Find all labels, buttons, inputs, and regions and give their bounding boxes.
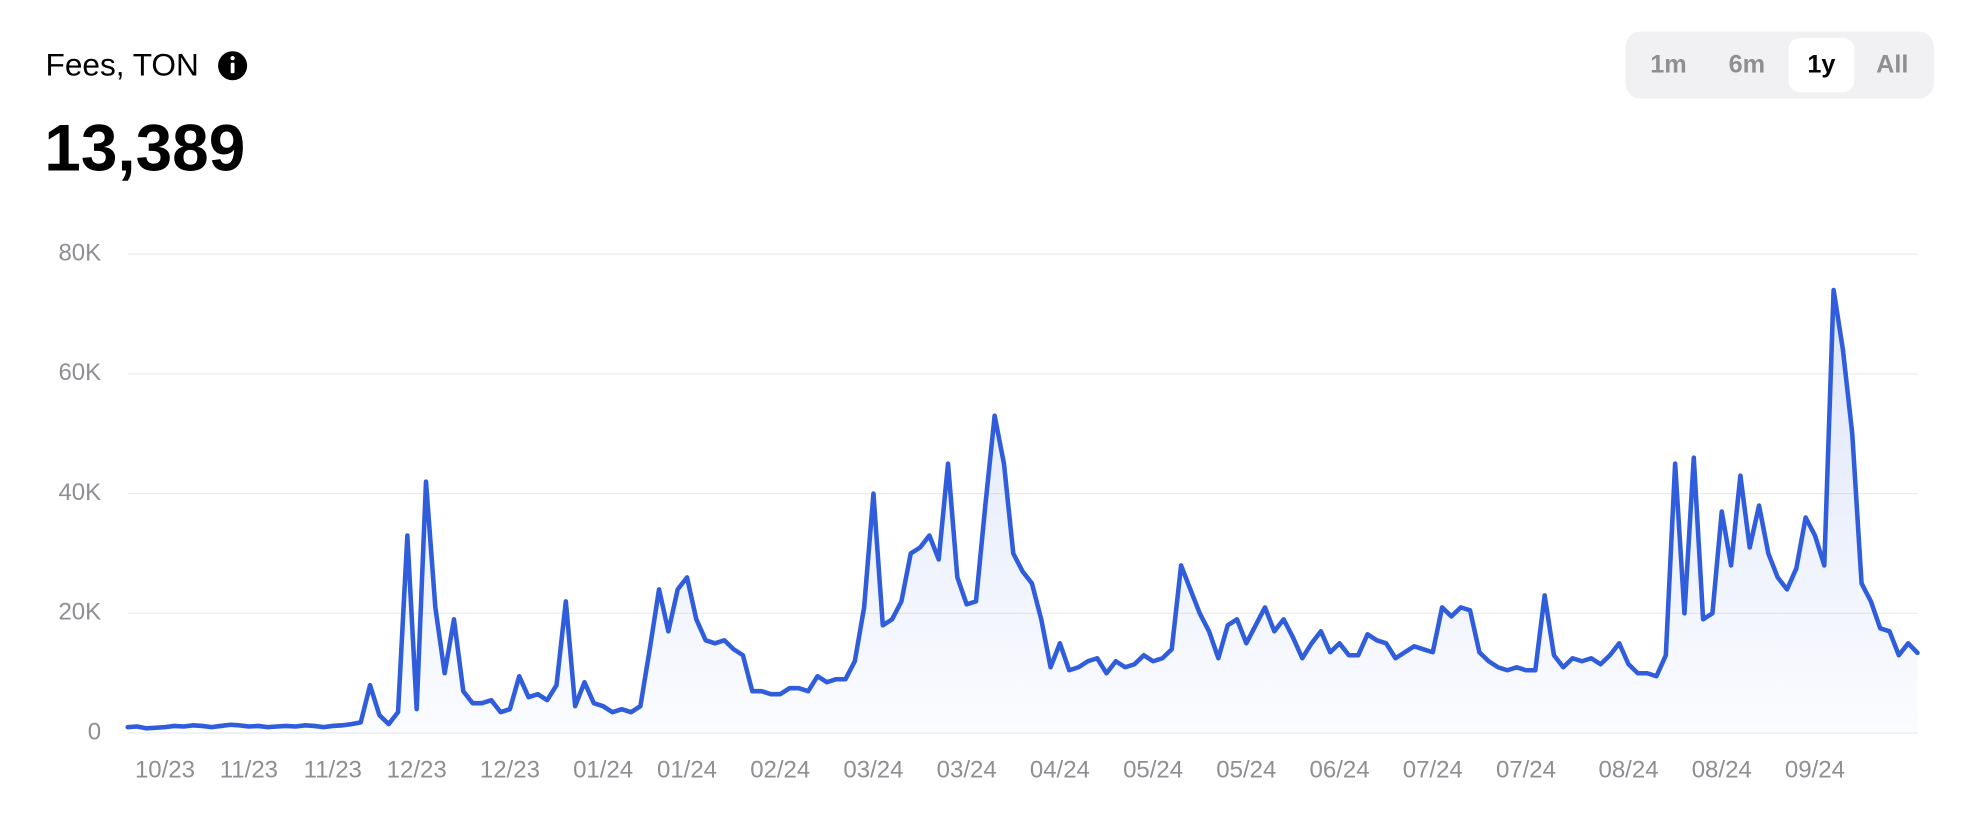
x-tick-label: 10/23 xyxy=(135,756,195,783)
range-button[interactable]: All xyxy=(1876,50,1908,78)
x-tick-label: 11/23 xyxy=(220,756,278,783)
y-tick-label: 80K xyxy=(58,239,101,266)
x-tick-label: 04/24 xyxy=(1030,756,1090,783)
range-button-label: 1m xyxy=(1650,50,1687,78)
y-tick-label: 40K xyxy=(58,479,101,506)
x-tick-label: 01/24 xyxy=(573,756,633,783)
x-tick-label: 08/24 xyxy=(1692,756,1752,783)
range-button-bg xyxy=(1788,37,1855,93)
y-tick-label: 60K xyxy=(58,359,101,386)
x-tick-label: 12/23 xyxy=(480,756,540,783)
range-button[interactable]: 1y xyxy=(1788,37,1855,93)
x-tick-label: 07/24 xyxy=(1496,756,1556,783)
range-button-label: 1y xyxy=(1807,50,1835,78)
y-tick-label: 0 xyxy=(88,718,101,745)
x-tick-label: 09/24 xyxy=(1785,756,1845,783)
headline-value: 13,389 xyxy=(44,111,245,184)
x-tick-label: 05/24 xyxy=(1216,756,1276,783)
range-button[interactable]: 6m xyxy=(1729,50,1766,78)
y-tick-label: 20K xyxy=(58,599,101,626)
x-tick-label: 07/24 xyxy=(1403,756,1463,783)
title: Fees, TON xyxy=(46,46,199,82)
range-switcher xyxy=(1625,31,1934,99)
line xyxy=(125,287,1920,731)
x-tick-label: 02/24 xyxy=(750,756,810,783)
range-button-label: 6m xyxy=(1729,50,1766,78)
x-tick-label: 11/23 xyxy=(304,756,362,783)
x-tick-label: 12/23 xyxy=(387,756,447,783)
range-button-label: All xyxy=(1876,50,1908,78)
x-tick-label: 03/24 xyxy=(937,756,997,783)
x-tick-label: 01/24 xyxy=(657,756,717,783)
x-tick-label: 08/24 xyxy=(1598,756,1658,783)
area xyxy=(127,289,1918,734)
range-button[interactable]: 1m xyxy=(1650,50,1687,78)
x-tick-label: 03/24 xyxy=(843,756,903,783)
x-tick-label: 06/24 xyxy=(1310,756,1370,783)
info-icon xyxy=(218,51,248,81)
x-tick-label: 05/24 xyxy=(1123,756,1183,783)
